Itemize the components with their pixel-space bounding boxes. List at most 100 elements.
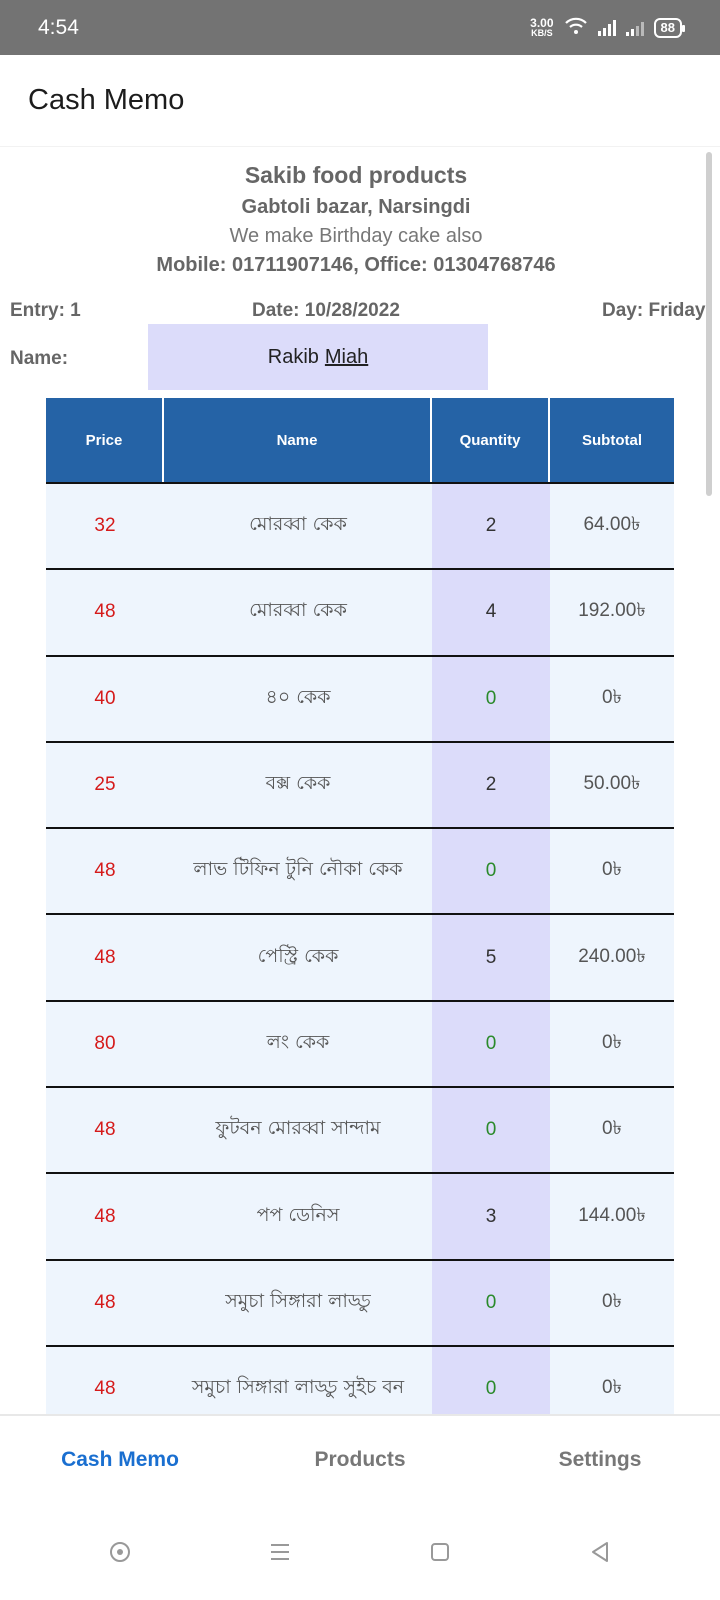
cell-quantity[interactable]: 0	[432, 1088, 550, 1173]
header-name: Name	[164, 398, 432, 482]
bottom-navigation: Cash Memo Products Settings	[0, 1414, 720, 1504]
tab-settings[interactable]: Settings	[558, 1448, 642, 1471]
cell-price: 48	[46, 570, 164, 655]
customer-name-field[interactable]: Rakib Miah	[148, 324, 488, 390]
cell-quantity[interactable]: 0	[432, 1260, 550, 1345]
signal-icon	[597, 19, 616, 36]
cell-price: 48	[46, 829, 164, 914]
cell-name: পেস্ট্রি কেক	[164, 915, 432, 1000]
cell-quantity[interactable]: 0	[432, 1346, 550, 1414]
status-time: 4:54	[38, 15, 79, 39]
cell-quantity[interactable]: 0	[432, 656, 550, 741]
home-icon	[431, 1543, 449, 1561]
cell-quantity[interactable]: 0	[432, 829, 550, 914]
shop-tagline: We make Birthday cake also	[229, 225, 483, 247]
customer-last-name: Miah	[324, 345, 369, 368]
cell-quantity[interactable]: 4	[432, 570, 550, 655]
cell-quantity[interactable]: 3	[432, 1174, 550, 1259]
cell-quantity[interactable]: 0	[432, 1001, 550, 1087]
cell-subtotal: 0৳	[550, 1260, 674, 1345]
cell-name: ৪০ কেক	[164, 656, 432, 741]
memo-content[interactable]: Sakib food products Gabtoli bazar, Narsi…	[0, 152, 720, 1414]
table-row[interactable]: 48 পপ ডেনিস 3 144.00৳	[46, 1174, 674, 1261]
cell-price: 40	[46, 656, 164, 741]
cell-quantity[interactable]: 2	[432, 742, 550, 828]
cell-price: 48	[46, 1346, 164, 1414]
table-body: 32 মোরব্বা কেক 2 64.00৳ 48 মোরব্বা কেক 4 192.00…	[46, 484, 674, 1414]
cell-quantity[interactable]: 2	[432, 484, 550, 569]
cell-name: মোরব্বা কেক	[164, 484, 432, 569]
cell-name: বক্স কেক	[164, 742, 432, 828]
cell-name: লাভ টিফিন টুনি নৌকা কেক	[164, 829, 432, 914]
cell-price: 32	[46, 484, 164, 569]
customer-first-name: Rakib	[267, 345, 319, 368]
cell-subtotal: 240.00৳	[550, 915, 674, 1000]
cell-price: 80	[46, 1001, 164, 1087]
shop-name: Sakib food products	[244, 162, 468, 188]
cell-name: মোরব্বা কেক	[164, 570, 432, 655]
status-icons: 3.00 KB/S 88	[530, 15, 686, 38]
cell-subtotal: 144.00৳	[550, 1174, 674, 1259]
network-speed: 3.00 KB/S	[530, 15, 554, 38]
table-row[interactable]: 25 বক্স কেক 2 50.00৳	[46, 742, 674, 830]
header-subtotal: Subtotal	[582, 431, 642, 449]
signal-2-icon	[625, 20, 644, 36]
table-row[interactable]: 40 ৪০ কেক 0 0৳	[46, 656, 674, 743]
status-bar: 4:54 3.00 KB/S 88	[0, 0, 720, 55]
cell-name: লং কেক	[164, 1001, 432, 1087]
assistant-icon	[110, 1542, 130, 1562]
table-row[interactable]: 48 ফুটবন মোরব্বা সান্দাম 0 0৳	[46, 1088, 674, 1175]
table-row[interactable]: 48 সমুচা সিঙ্গারা লাড্ডু সুইচ বন 0 0৳	[46, 1346, 674, 1414]
shop-contact: Mobile: 01711907146, Office: 01304768746	[156, 254, 556, 276]
tab-products[interactable]: Products	[314, 1448, 406, 1471]
cell-name: পপ ডেনিস	[164, 1174, 432, 1259]
cell-name: সমুচা সিঙ্গারা লাড্ডু সুইচ বন	[164, 1346, 432, 1414]
cell-name: ফুটবন মোরব্বা সান্দাম	[164, 1088, 432, 1173]
table-row[interactable]: 80 লং কেক 0 0৳	[46, 1001, 674, 1089]
tab-cash-memo[interactable]: Cash Memo	[61, 1448, 179, 1471]
cell-quantity[interactable]: 5	[432, 915, 550, 1000]
shop-address: Gabtoli bazar, Narsingdi	[241, 196, 471, 218]
cell-subtotal: 0৳	[550, 656, 674, 741]
cell-price: 48	[46, 1088, 164, 1173]
cell-subtotal: 64.00৳	[550, 484, 674, 569]
system-navigation	[0, 1504, 720, 1600]
page-title: Cash Memo	[28, 84, 185, 116]
wifi-icon	[564, 17, 588, 38]
customer-name-label: Name:	[10, 348, 69, 369]
home-button[interactable]	[420, 1532, 460, 1572]
items-table: Price Name Quantity Subtotal 32 মোরব্বা ক…	[46, 398, 674, 1414]
assistant-button[interactable]	[100, 1532, 140, 1572]
table-row[interactable]: 48 লাভ টিফিন টুনি নৌকা কেক 0 0৳	[46, 829, 674, 916]
app-bar: Cash Memo	[0, 55, 720, 147]
cell-subtotal: 192.00৳	[550, 570, 674, 655]
table-header: Price Name Quantity Subtotal	[46, 398, 674, 484]
header-quantity: Quantity	[432, 398, 550, 482]
cell-price: 48	[46, 915, 164, 1000]
header-price: Price	[46, 398, 164, 482]
memo-date: Date: 10/28/2022	[252, 300, 400, 321]
back-button[interactable]	[580, 1532, 620, 1572]
table-row[interactable]: 48 পেস্ট্রি কেক 5 240.00৳	[46, 915, 674, 1002]
recents-button[interactable]	[260, 1532, 300, 1572]
cell-price: 48	[46, 1260, 164, 1345]
cell-name: সমুচা সিঙ্গারা লাড্ডু	[164, 1260, 432, 1345]
cell-subtotal: 0৳	[550, 1088, 674, 1173]
cell-subtotal: 0৳	[550, 829, 674, 914]
cell-price: 25	[46, 742, 164, 828]
table-row[interactable]: 48 মোরব্বা কেক 4 192.00৳	[46, 570, 674, 657]
table-row[interactable]: 48 সমুচা সিঙ্গারা লাড্ডু 0 0৳	[46, 1260, 674, 1347]
scrollbar[interactable]	[706, 152, 712, 496]
cell-subtotal: 50.00৳	[550, 742, 674, 828]
table-row[interactable]: 32 মোরব্বা কেক 2 64.00৳	[46, 484, 674, 571]
cell-price: 48	[46, 1174, 164, 1259]
cell-subtotal: 0৳	[550, 1346, 674, 1414]
entry-number: Entry: 1	[10, 300, 81, 321]
network-speed-unit: KB/S	[531, 27, 553, 38]
network-speed-value: 3.00	[530, 15, 554, 30]
cell-subtotal: 0৳	[550, 1001, 674, 1087]
battery-icon: 88	[653, 17, 686, 38]
menu-icon	[271, 1544, 289, 1560]
back-icon	[592, 1542, 608, 1562]
